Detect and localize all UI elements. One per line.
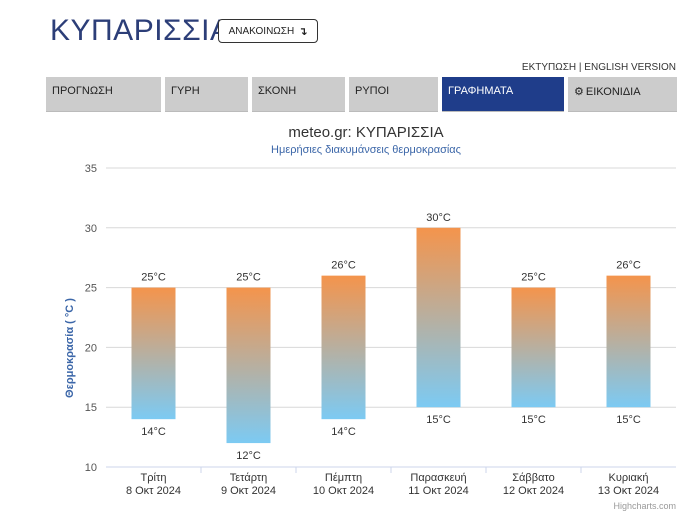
link-separator: | [576, 62, 585, 73]
high-label: 26°C [616, 260, 641, 272]
x-date-label: 8 Οκτ 2024 [126, 485, 181, 497]
y-tick-label: 35 [85, 163, 97, 175]
high-label: 25°C [521, 272, 546, 284]
y-axis-label: Θερμοκρασία ( °C ) [64, 298, 76, 398]
low-label: 14°C [331, 426, 356, 438]
main-nav: ΠΡΟΓΝΩΣΗ ΓΥΡΗ ΣΚΟΝΗ ΡΥΠΟΙ ΓΡΑΦΗΜΑΤΑ ⚙ ΕΙΚ… [46, 77, 677, 113]
tab-icons[interactable]: ⚙ ΕΙΚΟΝΙΔΙΑ [568, 77, 677, 112]
temperature-bar [511, 287, 556, 408]
english-version-link[interactable]: ENGLISH VERSION [584, 62, 676, 73]
tab-label: ΠΡΟΓΝΩΣΗ [52, 85, 113, 97]
high-label: 25°C [141, 272, 166, 284]
y-tick-label: 30 [85, 223, 97, 235]
high-label: 30°C [426, 212, 451, 224]
tab-label: ΓΡΑΦΗΜΑΤΑ [448, 85, 514, 97]
chart-credits[interactable]: Highcharts.com [613, 501, 676, 511]
tab-forecast[interactable]: ΠΡΟΓΝΩΣΗ [46, 77, 161, 112]
arrow-down-icon: ↴ [298, 25, 308, 38]
city-title: ΚΥΠΑΡΙΣΣΙΑ [50, 14, 231, 47]
x-date-label: 13 Οκτ 2024 [598, 485, 659, 497]
tab-pollen[interactable]: ΓΥΡΗ [165, 77, 248, 112]
low-label: 12°C [236, 450, 261, 462]
bars: 25°C 14°C 25°C 12°C 26°C 14°C 30°C 15°C 25°C 15°C… [131, 212, 651, 462]
x-day-label: Κυριακή [608, 472, 648, 484]
x-day-label: Πέμπτη [325, 472, 362, 484]
y-tick-label: 20 [85, 342, 97, 354]
tab-label: ΓΥΡΗ [171, 85, 200, 97]
temperature-bar [131, 287, 176, 420]
tab-dust[interactable]: ΣΚΟΝΗ [252, 77, 345, 112]
temperature-bar [606, 275, 651, 408]
x-date-label: 9 Οκτ 2024 [221, 485, 276, 497]
high-label: 25°C [236, 272, 261, 284]
tab-label: ΕΙΚΟΝΙΔΙΑ [585, 86, 641, 98]
temperature-bar [416, 227, 461, 408]
tab-charts[interactable]: ΓΡΑΦΗΜΑΤΑ [442, 77, 564, 112]
temperature-bar [226, 287, 271, 444]
y-tick-label: 15 [85, 402, 97, 414]
temperature-bar [321, 275, 366, 420]
gear-icon: ⚙ [574, 86, 584, 98]
y-tick-label: 10 [85, 462, 97, 474]
top-links: ΕΚΤΥΠΩΣΗ | ENGLISH VERSION [522, 62, 676, 73]
low-label: 15°C [426, 414, 451, 426]
chart-subtitle: Ημερήσιες διακυμάνσεις θερμοκρασίας [271, 144, 461, 156]
x-day-label: Τετάρτη [230, 472, 268, 484]
low-label: 14°C [141, 426, 166, 438]
low-label: 15°C [616, 414, 641, 426]
print-link[interactable]: ΕΚΤΥΠΩΣΗ [521, 62, 577, 73]
x-date-label: 11 Οκτ 2024 [408, 485, 468, 497]
y-tick-label: 25 [85, 283, 97, 295]
temperature-chart: meteo.gr: ΚΥΠΑΡΙΣΣΙΑ Ημερήσιες διακυμάνσ… [64, 124, 676, 511]
announce-button[interactable]: ΑΝΑΚΟΙΝΩΣΗ ↴ [218, 19, 318, 43]
x-day-label: Παρασκευή [410, 472, 466, 484]
announce-label: ΑΝΑΚΟΙΝΩΣΗ [228, 25, 295, 37]
x-date-label: 12 Οκτ 2024 [503, 485, 564, 497]
tab-label: ΡΥΠΟΙ [355, 85, 390, 97]
x-date-label: 10 Οκτ 2024 [313, 485, 374, 497]
chart-title: meteo.gr: ΚΥΠΑΡΙΣΣΙΑ [288, 124, 443, 141]
x-day-label: Σάββατο [512, 472, 554, 484]
x-day-label: Τρίτη [141, 472, 167, 484]
tab-pollutants[interactable]: ΡΥΠΟΙ [349, 77, 438, 112]
low-label: 15°C [521, 414, 546, 426]
high-label: 26°C [331, 260, 356, 272]
tab-label: ΣΚΟΝΗ [258, 85, 297, 97]
